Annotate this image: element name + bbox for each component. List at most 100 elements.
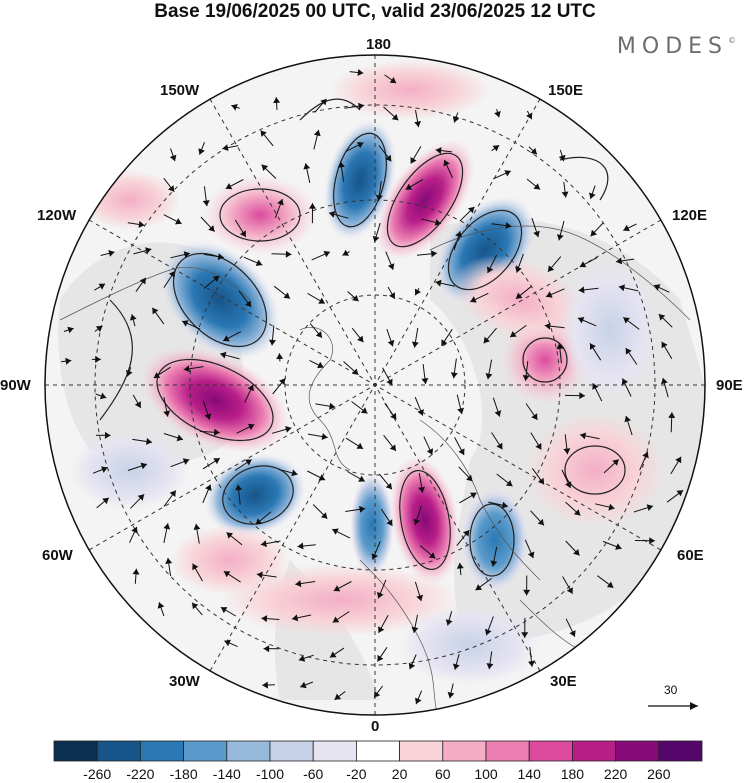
wind-arrow-head <box>357 335 364 343</box>
wind-arrow-head <box>452 116 460 123</box>
wind-arrow-head <box>612 459 619 466</box>
wind-arrow-head <box>247 384 254 392</box>
wind-arrow-head <box>487 266 494 273</box>
wind-arrow-head <box>104 431 111 439</box>
colorbar-tick-label: 60 <box>435 766 451 782</box>
wind-arrow-head <box>441 339 448 346</box>
colorbar-swatch <box>615 740 660 762</box>
wind-arrow-head <box>377 654 384 662</box>
wind-arrow-head <box>411 626 419 633</box>
wind-arrow-head <box>269 339 276 346</box>
wind-arrow-head <box>285 426 292 433</box>
wind-arrow-head <box>332 616 340 623</box>
wind-arrow-head <box>95 355 101 363</box>
wind-arrow-head <box>183 365 190 373</box>
colorbar-tick-label: 260 <box>647 766 671 782</box>
wind-arrow-head <box>577 317 585 324</box>
wind-arrow-head <box>505 222 512 229</box>
wind-arrow-head <box>214 428 220 436</box>
wind-arrow-head <box>618 284 625 292</box>
wind-arrow-head <box>67 326 74 334</box>
wind-arrow-head <box>386 519 393 526</box>
wind-arrow-head <box>579 392 585 400</box>
wind-arrow-head <box>98 283 106 290</box>
wind-arrow-head <box>523 589 531 596</box>
wind-arrow-head <box>245 459 252 466</box>
wind-arrow-head <box>239 230 246 237</box>
wind-arrow-head <box>470 296 477 303</box>
wind-arrow-head <box>329 651 337 658</box>
wind-arrow-head <box>226 532 233 539</box>
wind-arrow-head <box>168 185 175 192</box>
wind-arrow-head <box>565 481 572 488</box>
lon-label-30w: 30W <box>169 673 200 690</box>
colorbar-tick-label: -260 <box>83 766 112 782</box>
wind-arrow-head <box>405 183 413 190</box>
wind-arrow-head <box>537 518 544 526</box>
wind-arrow-head <box>101 466 108 473</box>
wind-arrow-head <box>450 372 458 379</box>
map-title: Base 19/06/2025 00 UTC, valid 23/06/2025… <box>154 1 596 22</box>
wind-arrow-head <box>658 314 666 321</box>
wind-arrow-head <box>561 191 569 198</box>
wind-arrow-head <box>527 551 535 559</box>
wind-arrow-head <box>646 504 653 511</box>
wind-arrow-head <box>434 219 441 226</box>
wind-arrow-head <box>377 591 384 599</box>
lon-label-0: 0 <box>371 718 380 735</box>
colorbar-swatch <box>572 740 617 762</box>
wind-arrow-head <box>547 265 555 272</box>
wind-arrow-head <box>277 199 284 206</box>
map-border <box>44 54 706 716</box>
wind-arrow-head <box>256 571 263 579</box>
wind-arrow-head <box>416 594 423 601</box>
wind-arrow-head <box>623 224 630 232</box>
graticule <box>45 55 705 715</box>
wind-arrow-head <box>318 297 325 304</box>
wind-arrow-head <box>222 144 229 151</box>
colorbar-tick-label: -60 <box>303 766 324 782</box>
wind-arrow-head <box>320 98 327 106</box>
wind-arrow-head <box>411 341 419 348</box>
colorbar-swatch <box>399 740 444 762</box>
wind-arrow-head <box>99 392 107 400</box>
wind-arrow-head <box>470 492 477 499</box>
wind-arrow-head <box>390 412 397 420</box>
wind-arrow-head <box>329 211 336 218</box>
lon-label-180: 180 <box>366 36 392 53</box>
wind-arrow-head <box>521 632 529 638</box>
wind-arrow-head <box>255 259 263 266</box>
wind-arrow-head <box>447 691 455 699</box>
wind-arrow-head <box>556 343 564 350</box>
wind-arrow-head <box>608 503 615 511</box>
colorbar-tick-label: 100 <box>474 766 498 782</box>
negative-anomaly <box>159 239 281 361</box>
lon-label-60w: 60W <box>42 547 73 564</box>
wind-arrow-head <box>255 518 263 525</box>
wind-arrow-head <box>168 271 175 278</box>
wind-arrow-head <box>485 373 493 380</box>
wind-arrow-head <box>320 512 328 519</box>
map-disc <box>45 55 705 715</box>
wind-arrow-head <box>590 343 596 350</box>
colorbar-tick-label: 180 <box>560 766 585 782</box>
wind-arrow-head <box>468 206 475 214</box>
wind-arrow-head <box>208 225 215 232</box>
wind-arrow-head <box>531 413 538 420</box>
wind-arrow-head <box>276 353 284 360</box>
wind-arrow-head <box>262 681 268 689</box>
wind-arrow-head <box>676 490 684 497</box>
wind-arrow-head <box>231 104 238 111</box>
wind-arrow-head <box>580 432 587 440</box>
wind-arrow-head <box>247 423 255 431</box>
wind-arrow-head <box>235 484 243 491</box>
wind-arrow-head <box>389 77 397 84</box>
lon-label-60e: 60E <box>677 547 704 564</box>
wind-arrow-head <box>415 697 422 705</box>
wind-arrow-head <box>544 322 551 330</box>
wind-arrow-head <box>134 401 141 408</box>
wind-arrow-head <box>563 448 571 455</box>
wind-arrow-head <box>175 218 182 225</box>
wind-arrow-head <box>176 434 183 442</box>
